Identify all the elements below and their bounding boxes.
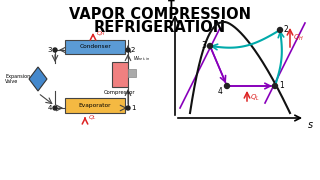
- Text: 2: 2: [284, 26, 289, 35]
- FancyBboxPatch shape: [128, 69, 136, 77]
- Circle shape: [53, 48, 57, 52]
- Text: 4: 4: [218, 87, 223, 96]
- Text: $Q_L$: $Q_L$: [88, 114, 97, 122]
- Circle shape: [225, 84, 229, 89]
- Text: $Q_H$: $Q_H$: [96, 30, 106, 38]
- Circle shape: [53, 106, 57, 110]
- Circle shape: [277, 28, 283, 33]
- FancyBboxPatch shape: [65, 40, 125, 54]
- Text: $Q_L$: $Q_L$: [250, 93, 260, 103]
- Text: 1: 1: [131, 105, 135, 111]
- Text: 4: 4: [48, 105, 52, 111]
- Text: $Q_H$: $Q_H$: [293, 33, 304, 43]
- Text: s: s: [308, 120, 313, 130]
- Text: 3: 3: [47, 47, 52, 53]
- Circle shape: [126, 48, 130, 52]
- Circle shape: [126, 106, 130, 110]
- Circle shape: [273, 84, 277, 89]
- Circle shape: [207, 44, 212, 48]
- Text: $W_{net,in}$: $W_{net,in}$: [133, 55, 150, 63]
- Text: VAPOR COMPRESSION: VAPOR COMPRESSION: [69, 7, 251, 22]
- Text: 3: 3: [201, 42, 206, 51]
- Text: Expansion
Valve: Expansion Valve: [5, 74, 30, 84]
- Text: Evaporator: Evaporator: [79, 103, 111, 108]
- Text: REFRIGERATION: REFRIGERATION: [94, 20, 226, 35]
- Text: 1: 1: [279, 82, 284, 91]
- FancyBboxPatch shape: [112, 62, 128, 87]
- Polygon shape: [29, 67, 47, 91]
- Text: Condenser: Condenser: [79, 44, 111, 50]
- FancyBboxPatch shape: [65, 98, 125, 113]
- Text: 2: 2: [131, 47, 135, 53]
- Text: Compressor: Compressor: [104, 90, 136, 95]
- Text: T: T: [168, 0, 174, 10]
